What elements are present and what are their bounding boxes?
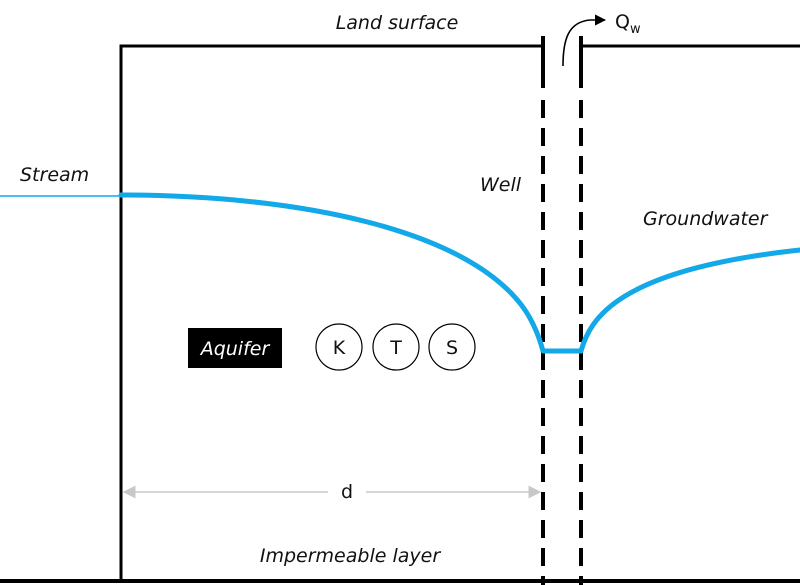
land-surface-label: Land surface: [336, 12, 459, 34]
water-table-curve: [118, 192, 800, 354]
well-label: Well: [480, 174, 522, 196]
stream-label: Stream: [20, 164, 89, 186]
groundwater-label: Groundwater: [643, 208, 769, 230]
parameter-s-circle: [428, 323, 476, 371]
pumping-arrow: [562, 14, 607, 67]
impermeable-layer-label: Impermeable layer: [260, 545, 441, 567]
parameter-t: T: [372, 323, 420, 371]
parameter-k-circle: [315, 323, 363, 371]
parameter-s-label: S: [446, 337, 458, 359]
parameter-k-label: K: [333, 337, 346, 359]
pumping-rate-subscript: w: [630, 22, 641, 37]
distance-label: d: [341, 481, 353, 503]
aquifer-label: Aquifer: [199, 338, 271, 360]
pumping-rate-symbol: Q: [615, 11, 630, 33]
pumping-rate-label: Qw: [615, 11, 641, 37]
parameter-t-label: T: [389, 337, 402, 359]
parameter-k: K: [315, 323, 363, 371]
aquifer-badge: [188, 328, 282, 368]
parameter-s: S: [428, 323, 476, 371]
parameter-t-circle: [372, 323, 420, 371]
